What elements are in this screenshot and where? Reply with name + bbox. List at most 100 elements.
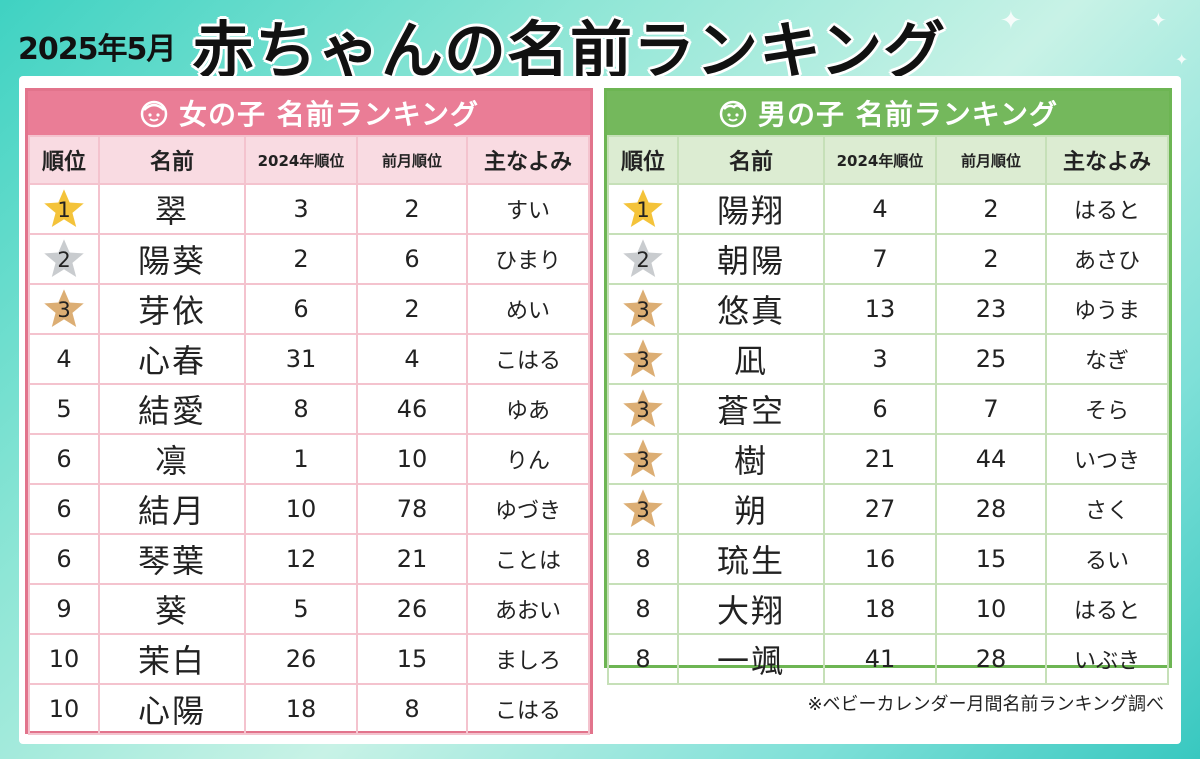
sparkle-icon: ✦ xyxy=(1150,8,1167,32)
table-row: 1 翠 3 2 すい xyxy=(28,183,590,235)
prev-rank-cell: 44 xyxy=(935,433,1047,485)
yomi-cell: なぎ xyxy=(1045,333,1169,385)
girls-ranking-table: 順位 名前 2024年順位 前月順位 主なよみ 1 翠 3 2 すい 2 陽葵 2 6 ひまり 3 芽… xyxy=(28,135,590,735)
prev-rank-cell: 46 xyxy=(356,383,468,435)
col-yomi-header: 主なよみ xyxy=(1045,135,1169,185)
rank-value: 1 xyxy=(636,198,650,222)
prev-rank-cell: 15 xyxy=(935,533,1047,585)
table-row: 3 悠真 13 23 ゆうま xyxy=(607,283,1169,335)
prev-rank-cell: 6 xyxy=(356,233,468,285)
sparkle-icon: ✦ xyxy=(1175,50,1189,69)
name-cell: 茉白 xyxy=(98,633,246,685)
prev-rank-cell: 4 xyxy=(356,333,468,385)
girls-panel-title: 女の子 名前ランキング xyxy=(28,91,590,135)
name-cell: 蒼空 xyxy=(677,383,825,435)
name-cell: 陽葵 xyxy=(98,233,246,285)
rank-cell: 5 xyxy=(28,383,100,435)
page-title: 赤ちゃんの名前ランキング xyxy=(192,14,947,87)
source-footnote: ※ベビーカレンダー月間名前ランキング調べ xyxy=(807,694,1164,715)
col-prev-rank-header: 前月順位 xyxy=(935,135,1047,185)
rank-cell: 3 xyxy=(607,483,679,535)
rank-cell: 10 xyxy=(28,683,100,735)
rank-2024-cell: 13 xyxy=(823,283,937,335)
name-cell: 琉生 xyxy=(677,533,825,585)
yomi-cell: ゆづき xyxy=(466,483,590,535)
prev-rank-cell: 26 xyxy=(356,583,468,635)
rank-2024-cell: 31 xyxy=(244,333,358,385)
table-row: 10 心陽 18 8 こはる xyxy=(28,683,590,735)
rank-cell: 3 xyxy=(607,333,679,385)
name-cell: 結月 xyxy=(98,483,246,535)
rank-value: 2 xyxy=(57,248,71,272)
yomi-cell: るい xyxy=(1045,533,1169,585)
table-row: 4 心春 31 4 こはる xyxy=(28,333,590,385)
prev-rank-cell: 2 xyxy=(935,233,1047,285)
rank-value: 3 xyxy=(636,498,650,522)
col-2024-rank-header: 2024年順位 xyxy=(823,135,937,185)
rank-2024-cell: 18 xyxy=(823,583,937,635)
name-cell: 朔 xyxy=(677,483,825,535)
rank-cell: 3 xyxy=(607,283,679,335)
silver-star-icon: 2 xyxy=(620,236,666,282)
yomi-cell: あおい xyxy=(466,583,590,635)
header-date: 2025年5月 xyxy=(18,32,176,67)
col-prev-rank-header: 前月順位 xyxy=(356,135,468,185)
rank-2024-cell: 41 xyxy=(823,633,937,685)
rank-cell: 3 xyxy=(28,283,100,335)
name-cell: 琴葉 xyxy=(98,533,246,585)
name-cell: 心陽 xyxy=(98,683,246,735)
table-row: 6 凛 1 10 りん xyxy=(28,433,590,485)
bronze-star-icon: 3 xyxy=(620,436,666,482)
col-rank-header: 順位 xyxy=(607,135,679,185)
prev-rank-cell: 2 xyxy=(935,183,1047,235)
name-cell: 結愛 xyxy=(98,383,246,435)
boys-ranking-panel: 男の子 名前ランキング 順位 名前 2024年順位 前月順位 主なよみ 1 陽翔 4… xyxy=(604,88,1172,685)
rank-2024-cell: 7 xyxy=(823,233,937,285)
bronze-star-icon: 3 xyxy=(620,286,666,332)
table-row: 3 樹 21 44 いつき xyxy=(607,433,1169,485)
yomi-cell: りん xyxy=(466,433,590,485)
yomi-cell: そら xyxy=(1045,383,1169,435)
rank-2024-cell: 3 xyxy=(244,183,358,235)
prev-rank-cell: 28 xyxy=(935,483,1047,535)
prev-rank-cell: 15 xyxy=(356,633,468,685)
gold-star-icon: 1 xyxy=(620,186,666,232)
rank-2024-cell: 8 xyxy=(244,383,358,435)
rank-2024-cell: 21 xyxy=(823,433,937,485)
rank-value: 3 xyxy=(636,298,650,322)
table-row: 2 陽葵 2 6 ひまり xyxy=(28,233,590,285)
rank-2024-cell: 5 xyxy=(244,583,358,635)
rank-value: 3 xyxy=(636,348,650,372)
rank-cell: 3 xyxy=(607,383,679,435)
yomi-cell: すい xyxy=(466,183,590,235)
table-row: 5 結愛 8 46 ゆあ xyxy=(28,383,590,435)
yomi-cell: さく xyxy=(1045,483,1169,535)
rank-2024-cell: 4 xyxy=(823,183,937,235)
table-row: 3 蒼空 6 7 そら xyxy=(607,383,1169,435)
rank-cell: 6 xyxy=(28,533,100,585)
rank-2024-cell: 16 xyxy=(823,533,937,585)
rank-2024-cell: 27 xyxy=(823,483,937,535)
name-cell: 朝陽 xyxy=(677,233,825,285)
rank-cell: 9 xyxy=(28,583,100,635)
prev-rank-cell: 2 xyxy=(356,183,468,235)
boys-panel-title: 男の子 名前ランキング xyxy=(607,91,1169,135)
prev-rank-cell: 21 xyxy=(356,533,468,585)
rank-cell: 1 xyxy=(607,183,679,235)
table-row: 3 凪 3 25 なぎ xyxy=(607,333,1169,385)
table-header-row: 順位 名前 2024年順位 前月順位 主なよみ xyxy=(607,135,1169,185)
prev-rank-cell: 7 xyxy=(935,383,1047,435)
rank-cell: 10 xyxy=(28,633,100,685)
rank-cell: 1 xyxy=(28,183,100,235)
rank-cell: 6 xyxy=(28,433,100,485)
prev-rank-cell: 78 xyxy=(356,483,468,535)
name-cell: 心春 xyxy=(98,333,246,385)
name-cell: 凪 xyxy=(677,333,825,385)
col-rank-header: 順位 xyxy=(28,135,100,185)
table-row: 9 葵 5 26 あおい xyxy=(28,583,590,635)
name-cell: 葵 xyxy=(98,583,246,635)
rank-cell: 4 xyxy=(28,333,100,385)
yomi-cell: めい xyxy=(466,283,590,335)
yomi-cell: はると xyxy=(1045,583,1169,635)
